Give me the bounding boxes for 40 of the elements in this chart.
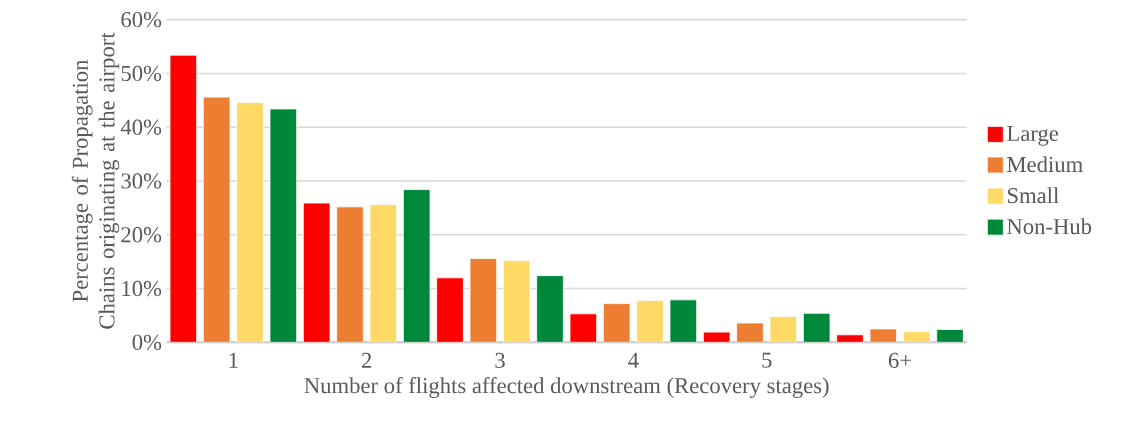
- legend-label: Large: [1007, 125, 1059, 146]
- y-tick-label: 50%: [121, 65, 162, 82]
- legend-label: Medium: [1007, 156, 1083, 173]
- bar: [169, 54, 198, 343]
- y-tick-label: 30%: [121, 173, 162, 189]
- x-tick-label: 3: [495, 352, 505, 368]
- bar: [402, 189, 431, 343]
- bar: [636, 299, 664, 343]
- bar: [236, 102, 264, 343]
- x-tick-label: 5: [762, 352, 772, 368]
- bar: [502, 260, 531, 343]
- bar: [936, 329, 964, 343]
- bar: [836, 334, 864, 343]
- legend-label: Small: [1007, 187, 1059, 204]
- bar: [769, 316, 798, 343]
- y-tick-label: 0%: [132, 334, 162, 351]
- bar: [436, 277, 464, 343]
- bar: [536, 275, 564, 343]
- bar: [336, 206, 364, 343]
- bar: [602, 303, 631, 343]
- x-axis-title: Number of flights affected downstream (Recovery stages): [304, 377, 829, 398]
- y-tick-label: 60%: [121, 11, 162, 28]
- y-axis-title: Percentage of Propagation Chains originating at the airport: [71, 32, 120, 329]
- bar: [269, 108, 298, 343]
- x-tick-label: 2: [362, 352, 372, 368]
- x-tick-label: 6+: [888, 352, 911, 368]
- x-tick-label: 4: [628, 352, 639, 368]
- bar: [302, 202, 331, 343]
- y-tick-label: 10%: [122, 280, 162, 297]
- y-tick-label: 40%: [120, 119, 162, 135]
- bar: [669, 299, 698, 343]
- bar: [736, 322, 764, 343]
- bar: [569, 313, 598, 343]
- legend-label: Non-Hub: [1007, 218, 1092, 235]
- x-tick-label: 1: [229, 352, 238, 368]
- y-tick-label: 20%: [121, 227, 162, 243]
- bar: [369, 204, 398, 343]
- bar: [802, 312, 831, 343]
- bar: [469, 258, 498, 343]
- bar: [202, 96, 231, 343]
